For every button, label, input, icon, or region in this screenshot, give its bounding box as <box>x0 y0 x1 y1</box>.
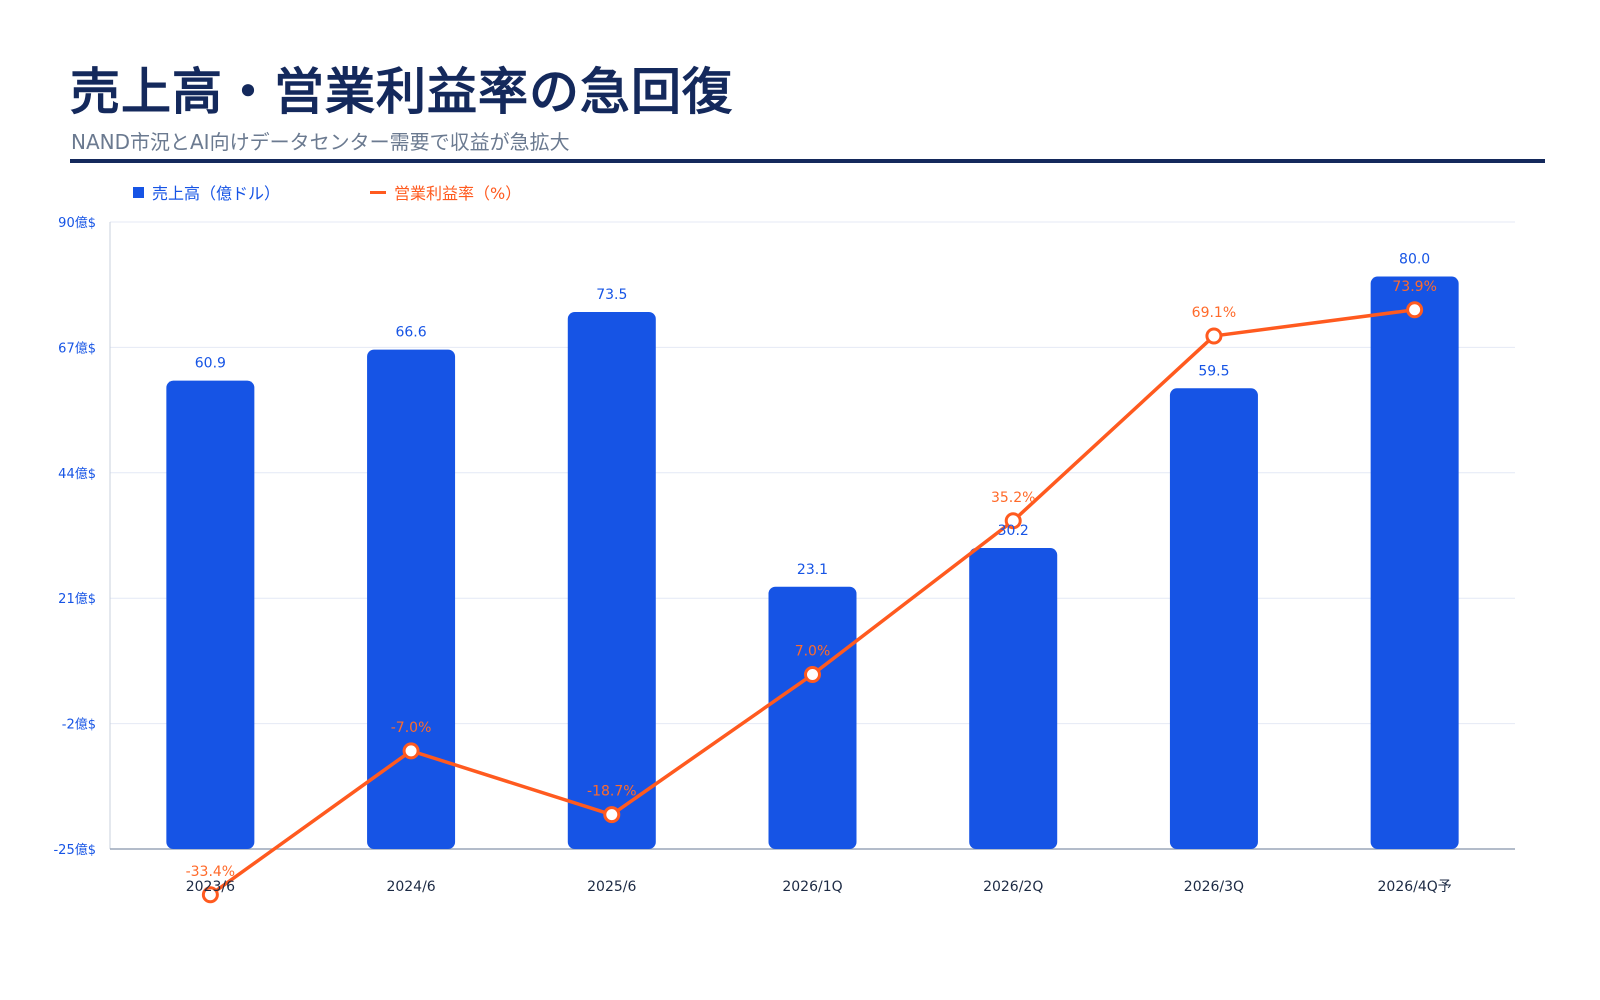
revenue-bar-label: 23.1 <box>797 562 828 578</box>
margin-point-label: 73.9% <box>1392 279 1436 295</box>
x-tick-label: 2026/2Q <box>983 879 1043 895</box>
grid-layer: 90億$ 67億$ 44億$ 21億$ -2億$ -25億$ <box>53 215 1515 858</box>
label-layer: 60.9 2023/6 66.6 2024/6 73.5 2025/6 23.1 2026/1… <box>186 252 1452 895</box>
revenue-bar-label: 73.5 <box>596 287 627 303</box>
margin-point <box>1004 512 1022 530</box>
x-tick-label: 2026/3Q <box>1184 879 1244 895</box>
chart-legend: 売上高（億ドル） 営業利益率（%） <box>133 180 521 204</box>
x-tick-label: 2024/6 <box>386 879 435 895</box>
line-layer <box>201 301 1424 904</box>
legend-label-margin: 営業利益率（%） <box>394 184 522 203</box>
revenue-bar-label: 80.0 <box>1399 252 1430 268</box>
revenue-bar <box>1370 276 1459 849</box>
x-tick-label: 2026/1Q <box>782 879 842 895</box>
y-tick-label: -25億$ <box>53 842 96 858</box>
y-tick-label: 21億$ <box>58 591 96 607</box>
revenue-bar-label: 59.5 <box>1198 363 1229 379</box>
margin-point-label: -33.4% <box>186 864 236 880</box>
margin-point <box>402 742 420 760</box>
revenue-bar <box>367 349 456 849</box>
revenue-bar-label: 30.2 <box>998 523 1029 539</box>
y-tick-label: -2億$ <box>62 717 96 733</box>
x-tick-label: 2023/6 <box>186 879 235 895</box>
revenue-bar <box>969 548 1058 849</box>
revenue-bar-label: 66.6 <box>395 325 426 341</box>
revenue-bar-label: 60.9 <box>195 356 226 372</box>
margin-point <box>1205 327 1223 345</box>
y-tick-label: 44億$ <box>58 466 96 482</box>
legend-item-revenue: 売上高（億ドル） <box>133 180 280 204</box>
bar-layer <box>166 276 1459 849</box>
margin-point <box>804 666 821 684</box>
title-divider <box>70 159 1545 163</box>
revenue-bar <box>768 586 857 849</box>
margin-point-label: -18.7% <box>587 784 637 800</box>
revenue-bar <box>166 380 255 849</box>
revenue-bar <box>567 311 656 849</box>
margin-point <box>1406 301 1424 319</box>
margin-point-label: -7.0% <box>391 720 432 736</box>
legend-item-margin: 営業利益率（%） <box>370 180 521 204</box>
y-tick-label: 90億$ <box>58 215 96 231</box>
x-tick-label: 2026/4Q予 <box>1378 879 1452 895</box>
margin-point-label: 35.2% <box>991 490 1035 506</box>
margin-point-label: 69.1% <box>1192 305 1236 321</box>
margin-point-label: 7.0% <box>795 644 831 660</box>
margin-point <box>201 886 219 904</box>
y-tick-label: 67億$ <box>58 340 96 356</box>
legend-line-swatch <box>370 190 387 194</box>
legend-label-revenue: 売上高（億ドル） <box>152 184 281 203</box>
page-title: 売上高・営業利益率の急回復 <box>70 63 733 121</box>
revenue-bar <box>1169 388 1258 849</box>
page-subtitle: NAND市況とAI向けデータセンター需要で収益が急拡大 <box>71 130 570 154</box>
x-tick-label: 2025/6 <box>587 879 636 895</box>
legend-bar-swatch <box>133 186 144 198</box>
margin-point <box>603 806 621 824</box>
